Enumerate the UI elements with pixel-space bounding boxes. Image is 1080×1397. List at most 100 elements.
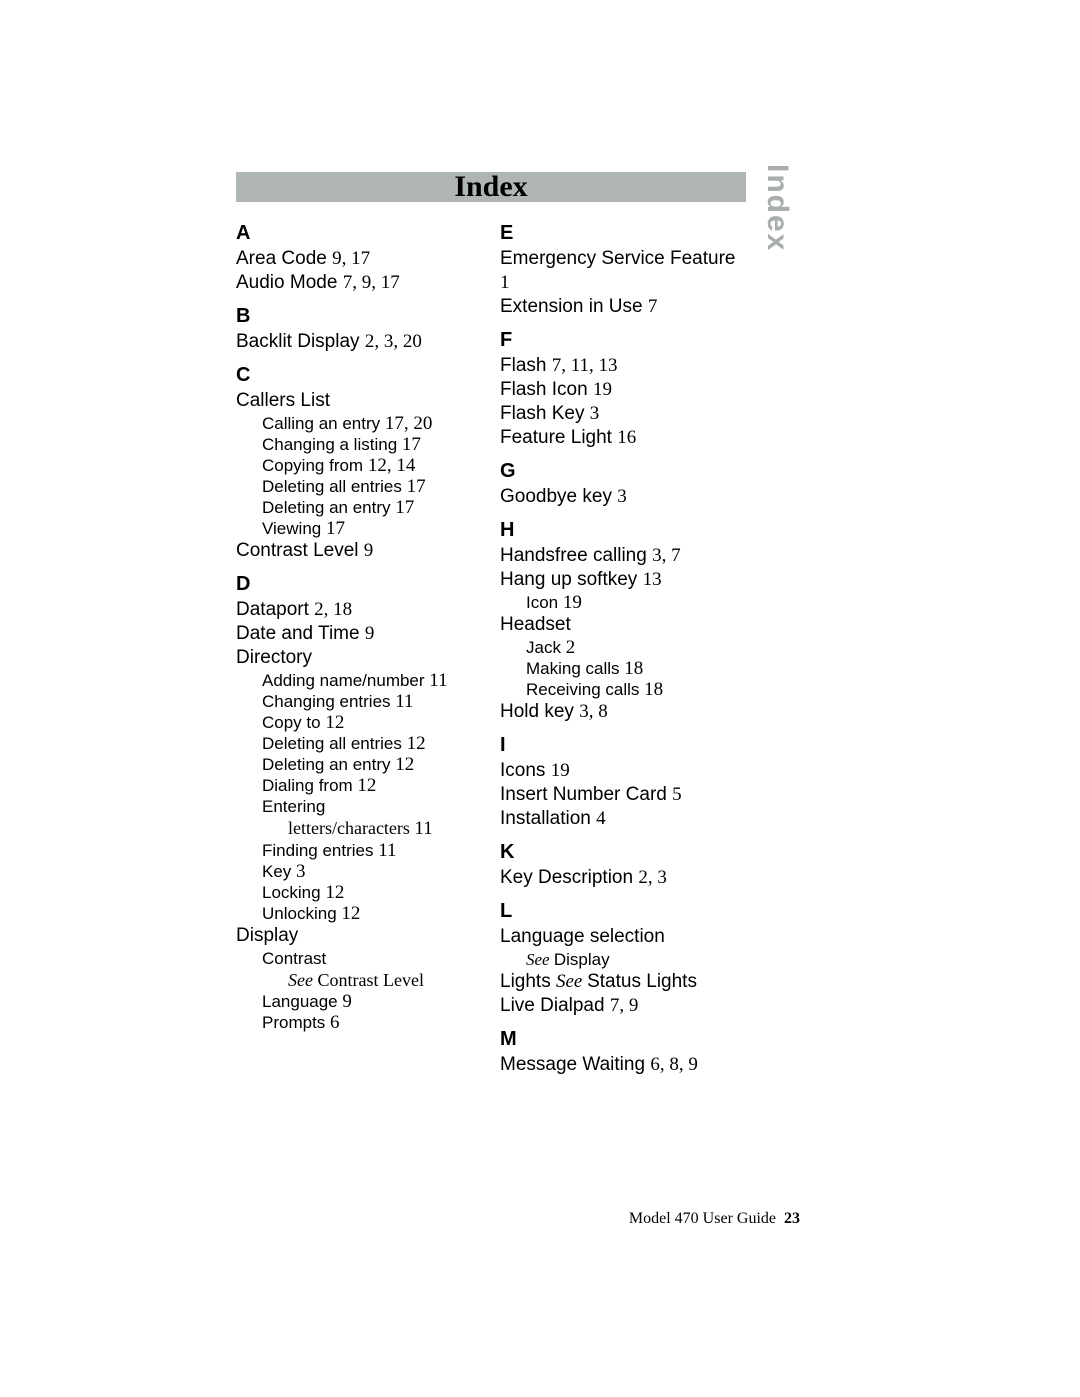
- entry-pages: 12: [325, 712, 344, 733]
- index-subentry: Key 3: [236, 861, 482, 882]
- letter-i: I: [500, 734, 746, 757]
- entry-label: Dialing from: [262, 776, 357, 795]
- entry-label: Audio Mode: [236, 272, 343, 293]
- entry-label: Viewing: [262, 519, 326, 538]
- entry-label: Key Description: [500, 867, 638, 888]
- index-entry: Headset: [500, 613, 746, 637]
- letter-d: D: [236, 573, 482, 596]
- section-tab: Index: [760, 164, 794, 252]
- entry-pages: 9: [364, 540, 374, 561]
- entry-pages: 18: [624, 658, 643, 679]
- entry-label: Changing entries: [262, 692, 395, 711]
- right-column: E Emergency Service Feature 1 Extension …: [500, 212, 746, 1077]
- entry-pages: 19: [551, 760, 570, 781]
- entry-pages: 1: [500, 272, 510, 293]
- entry-pages: 6, 8, 9: [650, 1054, 698, 1075]
- see-label: See: [556, 971, 587, 992]
- entry-label: Deleting all entries: [262, 477, 407, 496]
- entry-pages: 19: [593, 379, 612, 400]
- entry-pages: 12: [395, 754, 414, 775]
- entry-pages: 2: [566, 637, 576, 658]
- index-entry: Audio Mode 7, 9, 17: [236, 271, 482, 295]
- index-subsubentry: letters/characters 11: [236, 817, 482, 840]
- page-title: Index: [236, 172, 746, 202]
- index-subentry: Making calls 18: [500, 658, 746, 679]
- index-entry: Hang up softkey 13: [500, 568, 746, 592]
- entry-pages: 12: [341, 903, 360, 924]
- entry-pages: 11: [395, 691, 413, 712]
- index-entry: Live Dialpad 7, 9: [500, 994, 746, 1018]
- index-entry: Flash 7, 11, 13: [500, 354, 746, 378]
- index-entry: Directory: [236, 646, 482, 670]
- index-subentry: Deleting all entries 17: [236, 476, 482, 497]
- entry-pages: 12: [407, 733, 426, 754]
- index-entry: Emergency Service Feature 1: [500, 247, 746, 295]
- footer-text: Model 470 User Guide: [629, 1210, 776, 1227]
- page-footer: Model 470 User Guide 23: [629, 1210, 800, 1228]
- see-target: Contrast Level: [317, 970, 423, 990]
- entry-pages: 9: [342, 991, 352, 1012]
- letter-k: K: [500, 841, 746, 864]
- index-entry: Key Description 2, 3: [500, 866, 746, 890]
- entry-pages: 13: [643, 569, 662, 590]
- entry-label: Area Code: [236, 248, 332, 269]
- entry-pages: 11: [429, 670, 447, 691]
- see-label: See: [526, 950, 554, 969]
- index-entry: Hold key 3, 8: [500, 700, 746, 724]
- index-entry: Insert Number Card 5: [500, 783, 746, 807]
- entry-label: Insert Number Card: [500, 784, 672, 805]
- letter-b: B: [236, 305, 482, 328]
- index-subentry: Deleting an entry 17: [236, 497, 482, 518]
- entry-pages: 3, 8: [579, 701, 608, 722]
- index-subentry: Finding entries 11: [236, 840, 482, 861]
- index-entry: Flash Icon 19: [500, 378, 746, 402]
- entry-pages: 17: [395, 497, 414, 518]
- entry-pages: 7, 11, 13: [552, 355, 618, 376]
- index-entry: Display: [236, 924, 482, 948]
- entry-pages: 2, 18: [314, 599, 352, 620]
- entry-label: Calling an entry: [262, 414, 385, 433]
- see-target: Status Lights: [587, 971, 697, 992]
- entry-label: Flash Key: [500, 403, 590, 424]
- entry-label: Adding name/number: [262, 671, 429, 690]
- index-subentry: Prompts 6: [236, 1012, 482, 1033]
- entry-pages: 17: [407, 476, 426, 497]
- index-subentry: Deleting an entry 12: [236, 754, 482, 775]
- entry-label: Making calls: [526, 659, 624, 678]
- index-entry: Contrast Level 9: [236, 539, 482, 563]
- index-entry: Area Code 9, 17: [236, 247, 482, 271]
- index-subentry: Copying from 12, 14: [236, 455, 482, 476]
- index-entry: Goodbye key 3: [500, 485, 746, 509]
- index-subentry: Copy to 12: [236, 712, 482, 733]
- footer-page-number: 23: [784, 1210, 800, 1227]
- entry-label: Locking: [262, 883, 325, 902]
- entry-label: Goodbye key: [500, 486, 617, 507]
- index-subentry: Adding name/number 11: [236, 670, 482, 691]
- entry-pages: 11: [414, 818, 432, 839]
- index-subentry: Contrast: [236, 948, 482, 969]
- entry-pages: 2, 3, 20: [365, 331, 422, 352]
- entry-label: Entering: [262, 797, 325, 816]
- entry-label: Deleting all entries: [262, 734, 407, 753]
- index-entry: Icons 19: [500, 759, 746, 783]
- entry-label: Flash Icon: [500, 379, 593, 400]
- index-entry: Installation 4: [500, 807, 746, 831]
- entry-label: Handsfree calling: [500, 545, 652, 566]
- index-subentry: Viewing 17: [236, 518, 482, 539]
- entry-label: Lights: [500, 971, 556, 992]
- index-entry: Date and Time 9: [236, 622, 482, 646]
- entry-pages: 17: [326, 518, 345, 539]
- letter-e: E: [500, 222, 746, 245]
- index-entry: Flash Key 3: [500, 402, 746, 426]
- letter-h: H: [500, 519, 746, 542]
- entry-pages: 6: [330, 1012, 340, 1033]
- index-subentry: Entering: [236, 796, 482, 817]
- entry-label: Date and Time: [236, 623, 365, 644]
- letter-l: L: [500, 900, 746, 923]
- entry-pages: 7: [648, 296, 658, 317]
- letter-a: A: [236, 222, 482, 245]
- entry-label: Copying from: [262, 456, 368, 475]
- entry-label: Copy to: [262, 713, 325, 732]
- entry-pages: 7, 9: [610, 995, 639, 1016]
- index-see-reference: See Contrast Level: [236, 969, 482, 991]
